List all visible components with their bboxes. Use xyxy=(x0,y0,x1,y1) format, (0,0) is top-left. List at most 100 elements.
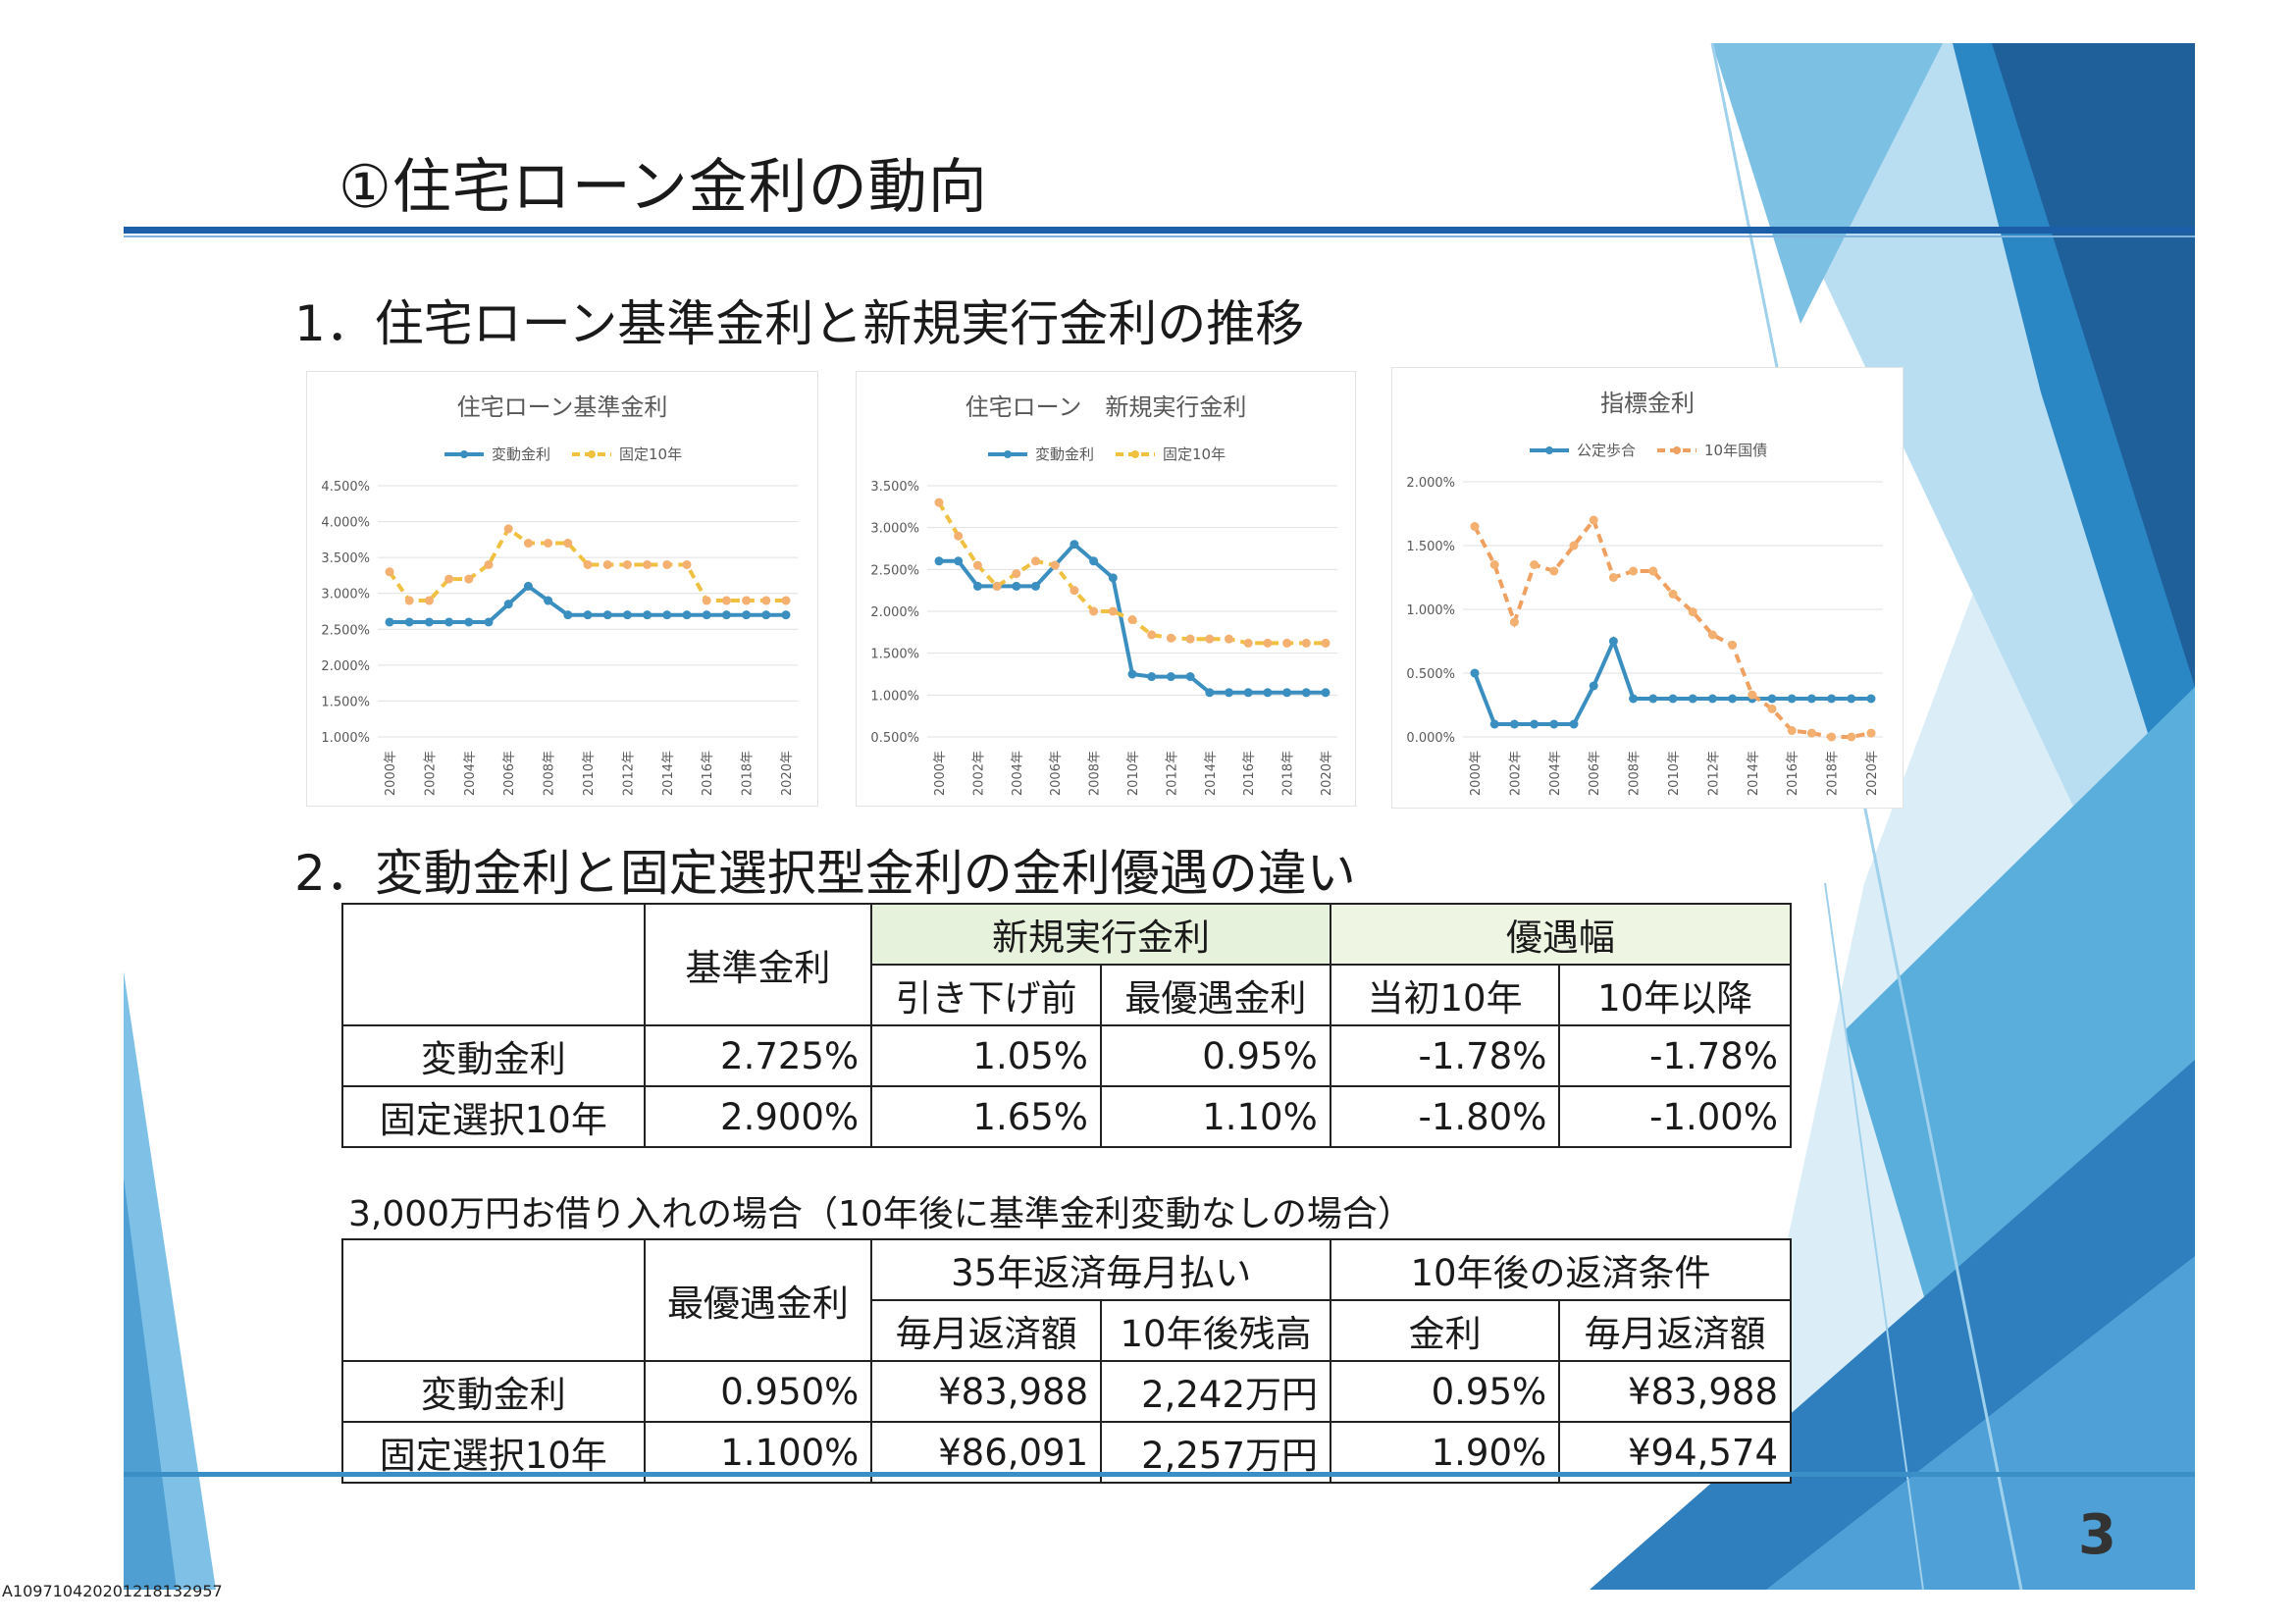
data-point xyxy=(761,596,771,605)
data-point xyxy=(1301,688,1311,698)
y-tick-label: 1.000% xyxy=(870,689,919,704)
data-point xyxy=(1050,560,1060,570)
legend-label-1: 固定10年 xyxy=(1163,445,1226,463)
table1-sub-first10: 当初10年 xyxy=(1329,964,1561,1026)
loan-condition-note: 3,000万円お借り入れの場合（10年後に基準金利変動なしの場合） xyxy=(348,1194,1413,1234)
data-point xyxy=(781,596,791,605)
data-point xyxy=(702,610,711,620)
data-point xyxy=(1806,694,1816,704)
data-point xyxy=(1629,566,1639,576)
data-point xyxy=(1301,638,1311,648)
x-tick-label: 2014年 xyxy=(1204,751,1219,796)
data-point xyxy=(1509,719,1519,729)
table1-sub-after10: 10年以降 xyxy=(1558,964,1792,1026)
table2-sub-balance: 10年後残高 xyxy=(1100,1299,1331,1362)
table1-header-base: 基準金利 xyxy=(643,903,873,1026)
data-point xyxy=(1530,560,1539,569)
cell-monthly2: ¥83,988 xyxy=(1558,1360,1792,1423)
table-row: 固定選択10年 2.900% 1.65% 1.10% -1.80% -1.00% xyxy=(341,1085,1792,1148)
data-point xyxy=(761,610,771,620)
cell-base: 2.725% xyxy=(643,1024,873,1087)
cell-after10: -1.00% xyxy=(1558,1085,1792,1148)
cell-before: 1.05% xyxy=(870,1024,1102,1087)
data-point xyxy=(1589,681,1598,691)
cell-best: 1.10% xyxy=(1099,1085,1331,1148)
data-point xyxy=(972,581,982,591)
data-point xyxy=(1530,719,1539,729)
data-point xyxy=(934,556,944,566)
x-tick-label: 2006年 xyxy=(502,751,517,796)
cell-first10: -1.78% xyxy=(1329,1024,1561,1087)
cell-after10: -1.78% xyxy=(1558,1024,1792,1087)
table1-header-pref: 優遇幅 xyxy=(1329,903,1793,966)
data-point xyxy=(1827,732,1837,742)
data-point xyxy=(424,596,434,605)
data-point xyxy=(622,559,632,569)
y-tick-label: 3.500% xyxy=(321,551,370,566)
x-tick-label: 2018年 xyxy=(1281,751,1296,796)
data-point xyxy=(404,617,414,627)
data-point xyxy=(1282,688,1292,698)
chart-title: 住宅ローン基準金利 xyxy=(457,393,668,421)
series-line-0 xyxy=(1473,636,1871,726)
x-tick-label: 2008年 xyxy=(1628,751,1643,796)
cell-best: 0.950% xyxy=(643,1360,873,1423)
y-tick-label: 4.000% xyxy=(321,516,370,531)
chart-title: 指標金利 xyxy=(1600,390,1695,417)
page-title: ①住宅ローン金利の動向 xyxy=(339,153,988,222)
data-point xyxy=(424,617,434,627)
data-point xyxy=(1031,581,1040,591)
table2-header-35: 35年返済毎月払い xyxy=(870,1238,1331,1301)
data-point xyxy=(662,559,672,569)
legend-marker-0 xyxy=(460,450,468,458)
data-point xyxy=(721,610,731,620)
data-point xyxy=(1569,541,1579,550)
x-tick-label: 2000年 xyxy=(384,751,398,796)
x-tick-label: 2010年 xyxy=(1667,751,1682,796)
data-point xyxy=(682,559,692,569)
data-point xyxy=(1205,688,1215,698)
data-point xyxy=(1089,556,1099,566)
data-point xyxy=(1489,560,1499,569)
cell-rate: 0.95% xyxy=(1329,1360,1561,1423)
x-tick-label: 2004年 xyxy=(1548,751,1563,796)
data-point xyxy=(1688,607,1697,617)
x-tick-label: 2004年 xyxy=(463,751,478,796)
y-tick-label: 0.500% xyxy=(1406,667,1455,682)
data-point xyxy=(1608,573,1618,582)
x-tick-label: 2020年 xyxy=(780,751,795,796)
data-point xyxy=(1688,694,1697,704)
data-point xyxy=(1668,694,1678,704)
x-tick-label: 2010年 xyxy=(582,751,597,796)
cell-balance: 2,242万円 xyxy=(1100,1360,1331,1423)
data-point xyxy=(721,596,731,605)
legend-marker-0 xyxy=(1545,446,1553,454)
title-underline xyxy=(124,227,2195,234)
data-point xyxy=(934,497,944,507)
data-point xyxy=(464,574,474,584)
series-line-1 xyxy=(388,525,786,602)
row-label: 固定選択10年 xyxy=(341,1085,646,1148)
data-point xyxy=(1787,726,1797,735)
data-point xyxy=(1767,694,1777,704)
y-tick-label: 4.500% xyxy=(321,480,370,495)
y-tick-label: 2.000% xyxy=(321,659,370,674)
legend-marker-0 xyxy=(1004,450,1012,458)
data-point xyxy=(1147,672,1157,682)
data-point xyxy=(1549,719,1559,729)
chart-index-rate: 指標金利 公定歩合 10年国債 0.000% 0.500% 1.000% 1.500% 2.0… xyxy=(1391,367,1904,809)
x-tick-label: 2002年 xyxy=(971,751,986,796)
data-point xyxy=(682,610,692,620)
data-point xyxy=(1589,515,1598,525)
x-tick-label: 2012年 xyxy=(621,751,636,796)
data-point xyxy=(742,596,752,605)
table2-sub-rate: 金利 xyxy=(1329,1299,1561,1362)
repayment-table: 最優遇金利 35年返済毎月払い 10年後の返済条件 毎月返済額 10年後残高 金… xyxy=(341,1238,1792,1484)
data-point xyxy=(464,617,474,627)
data-point xyxy=(1728,694,1738,704)
rate-preference-table: 基準金利 新規実行金利 優遇幅 引き下げ前 最優遇金利 当初10年 10年以降 … xyxy=(341,903,1793,1148)
table2-header-after: 10年後の返済条件 xyxy=(1330,1238,1792,1301)
x-tick-label: 2020年 xyxy=(1865,751,1880,796)
y-tick-label: 1.500% xyxy=(1406,540,1455,554)
data-point xyxy=(583,610,593,620)
